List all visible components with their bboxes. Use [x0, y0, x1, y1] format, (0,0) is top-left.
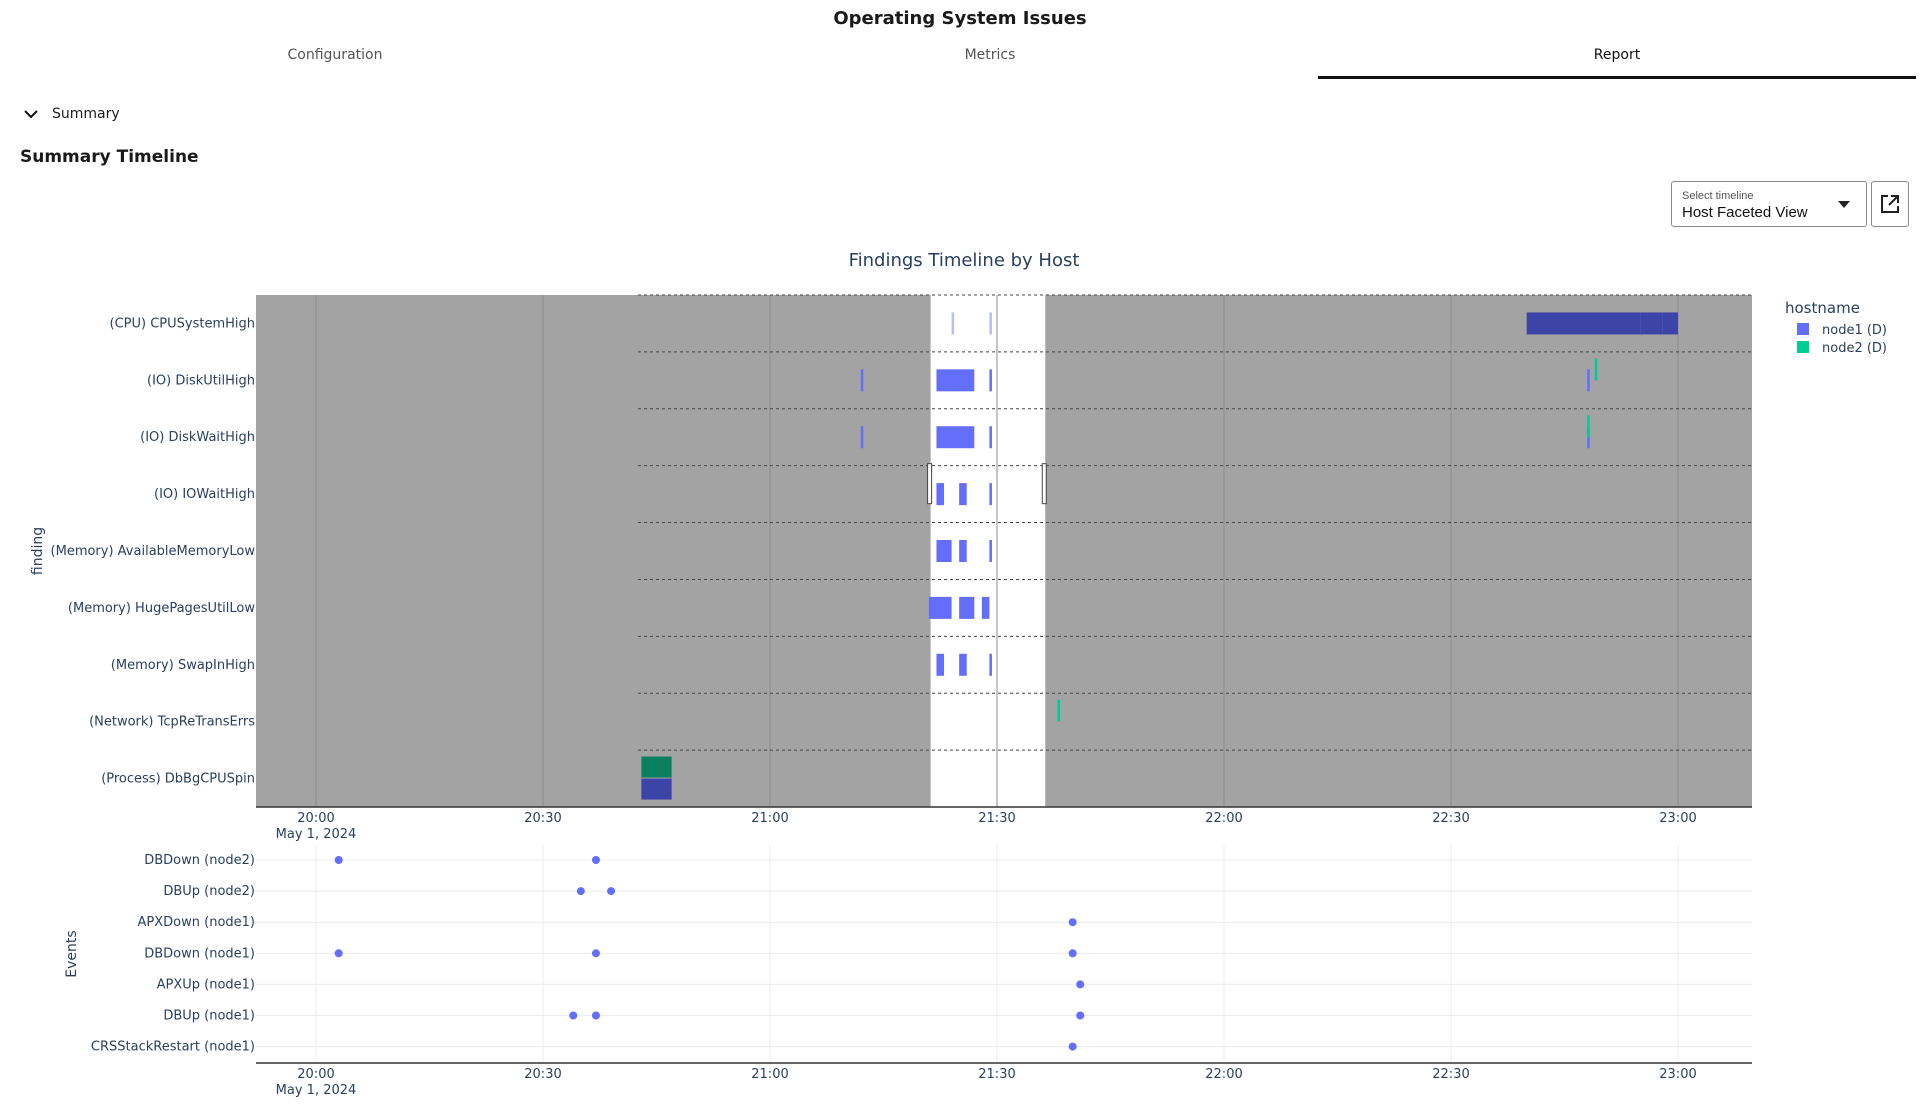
- chevron-down-icon: [24, 110, 38, 119]
- section-title: Summary Timeline: [20, 147, 199, 167]
- timeline-bar: [641, 778, 672, 800]
- timeline-bar: [989, 426, 992, 449]
- timeline-select-value: Host Faceted View: [1682, 204, 1808, 221]
- timeline-bar: [936, 540, 952, 562]
- timeline-bar: [936, 483, 945, 506]
- timeline-bar: [989, 312, 992, 335]
- y-tick-label: (IO) DiskWaitHigh: [140, 430, 255, 445]
- legend-item-label: node2 (D): [1822, 341, 1887, 356]
- tab-report[interactable]: Report: [1318, 47, 1916, 79]
- legend-item-label: node1 (D): [1822, 323, 1887, 338]
- timeline-bar: [641, 756, 672, 778]
- timeline-bar: [860, 426, 864, 449]
- event-point: [1068, 1042, 1077, 1051]
- x-tick-label: 23:00: [1659, 811, 1696, 826]
- events-y-tick-label: DBUp (node1): [163, 1009, 255, 1024]
- timeline-bar: [989, 540, 992, 562]
- timeline-bar: [959, 540, 967, 562]
- timeline-bar: [1526, 312, 1641, 335]
- x-tick-label: 22:00: [1205, 811, 1242, 826]
- event-point: [607, 887, 616, 896]
- summary-toggle[interactable]: Summary: [22, 105, 120, 123]
- y-tick-label: (Network) TcpReTransErrs: [89, 715, 255, 730]
- x-tick-label: 20:30: [524, 811, 561, 826]
- timeline-bar: [936, 369, 975, 392]
- events-x-tick-label: 20:00: [297, 1067, 334, 1082]
- timeline-bar: [928, 596, 952, 619]
- events-x-tick-label: 23:00: [1659, 1067, 1696, 1082]
- timeline-bar: [936, 426, 975, 449]
- y-tick-label: (Memory) AvailableMemoryLow: [51, 544, 256, 559]
- timeline-bar: [1057, 699, 1061, 722]
- event-point: [1076, 980, 1085, 989]
- event-point: [334, 856, 343, 864]
- events-y-tick-label: CRSStackRestart (node1): [91, 1040, 255, 1055]
- y-axis-title: finding: [30, 527, 46, 575]
- y-tick-label: (CPU) CPUSystemHigh: [110, 316, 256, 331]
- event-point: [576, 887, 585, 896]
- events-y-tick-label: APXDown (node1): [138, 915, 255, 930]
- x-tick-label: 20:00: [297, 811, 334, 826]
- x-tick-label: 22:30: [1432, 811, 1469, 826]
- timeline-bar: [1640, 312, 1663, 335]
- timeline-select-label: Select timeline: [1682, 190, 1754, 202]
- x-tick-label: 21:30: [978, 811, 1015, 826]
- events-x-tick-label: 21:00: [751, 1067, 788, 1082]
- page-title: Operating System Issues: [833, 8, 1087, 29]
- event-point: [569, 1011, 578, 1020]
- events-x-tick-label: 21:30: [978, 1067, 1015, 1082]
- legend-swatch: [1797, 341, 1809, 353]
- events-x-tick-label: 20:30: [524, 1067, 561, 1082]
- timeline-bar: [860, 369, 864, 392]
- open-in-new-button[interactable]: [1871, 181, 1909, 227]
- y-tick-label: (Process) DbBgCPUSpin: [101, 772, 255, 787]
- events-y-tick-label: DBDown (node2): [144, 853, 255, 868]
- y-tick-label: (Memory) SwapInHigh: [111, 658, 255, 673]
- timeline-bar: [989, 483, 992, 506]
- legend-swatch: [1797, 323, 1809, 335]
- events-x-tick-label: 22:30: [1432, 1067, 1469, 1082]
- event-point: [1068, 949, 1077, 958]
- event-point: [1076, 1011, 1085, 1020]
- y-tick-label: (Memory) HugePagesUtilLow: [68, 601, 255, 616]
- timeline-bar: [981, 596, 990, 619]
- x-date-label: May 1, 2024: [276, 827, 357, 842]
- events-y-tick-label: APXUp (node1): [157, 977, 255, 992]
- event-point: [334, 949, 343, 958]
- timeline-bar: [1594, 358, 1598, 381]
- event-point: [1068, 918, 1077, 927]
- timeline-bar: [959, 596, 975, 619]
- events-y-tick-label: DBUp (node2): [163, 884, 255, 899]
- summary-label: Summary: [52, 106, 120, 122]
- timeline-bar: [1662, 312, 1678, 335]
- timeline-bar: [951, 312, 955, 335]
- event-point: [591, 1011, 600, 1020]
- timeline-select[interactable]: Select timeline Host Faceted View: [1671, 181, 1867, 227]
- timeline-bar: [989, 369, 992, 392]
- event-point: [591, 856, 600, 864]
- timeline-bar: [959, 483, 967, 506]
- event-point: [591, 949, 600, 958]
- timeline-bar: [936, 653, 945, 676]
- timeline-bar: [989, 653, 992, 676]
- y-tick-label: (IO) IOWaitHigh: [154, 487, 255, 502]
- events-y-axis-title: Events: [64, 930, 80, 977]
- y-tick-label: (IO) DiskUtilHigh: [147, 373, 255, 388]
- timeline-bar: [1587, 369, 1590, 392]
- caret-down-icon: [1838, 201, 1850, 208]
- timeline-bar: [1587, 415, 1590, 438]
- events-y-tick-label: DBDown (node1): [144, 946, 255, 961]
- events-x-date-label: May 1, 2024: [276, 1083, 357, 1098]
- x-tick-label: 21:00: [751, 811, 788, 826]
- timeline-bar: [959, 653, 967, 676]
- range-handle-left: [927, 463, 933, 505]
- events-x-tick-label: 22:00: [1205, 1067, 1242, 1082]
- tab-metrics[interactable]: Metrics: [964, 47, 1016, 63]
- chart-title: Findings Timeline by Host: [849, 250, 1080, 271]
- range-handle-right: [1041, 463, 1047, 505]
- open-in-new-icon: [1881, 195, 1899, 213]
- tab-configuration[interactable]: Configuration: [287, 47, 383, 63]
- legend-title: hostname: [1785, 299, 1860, 317]
